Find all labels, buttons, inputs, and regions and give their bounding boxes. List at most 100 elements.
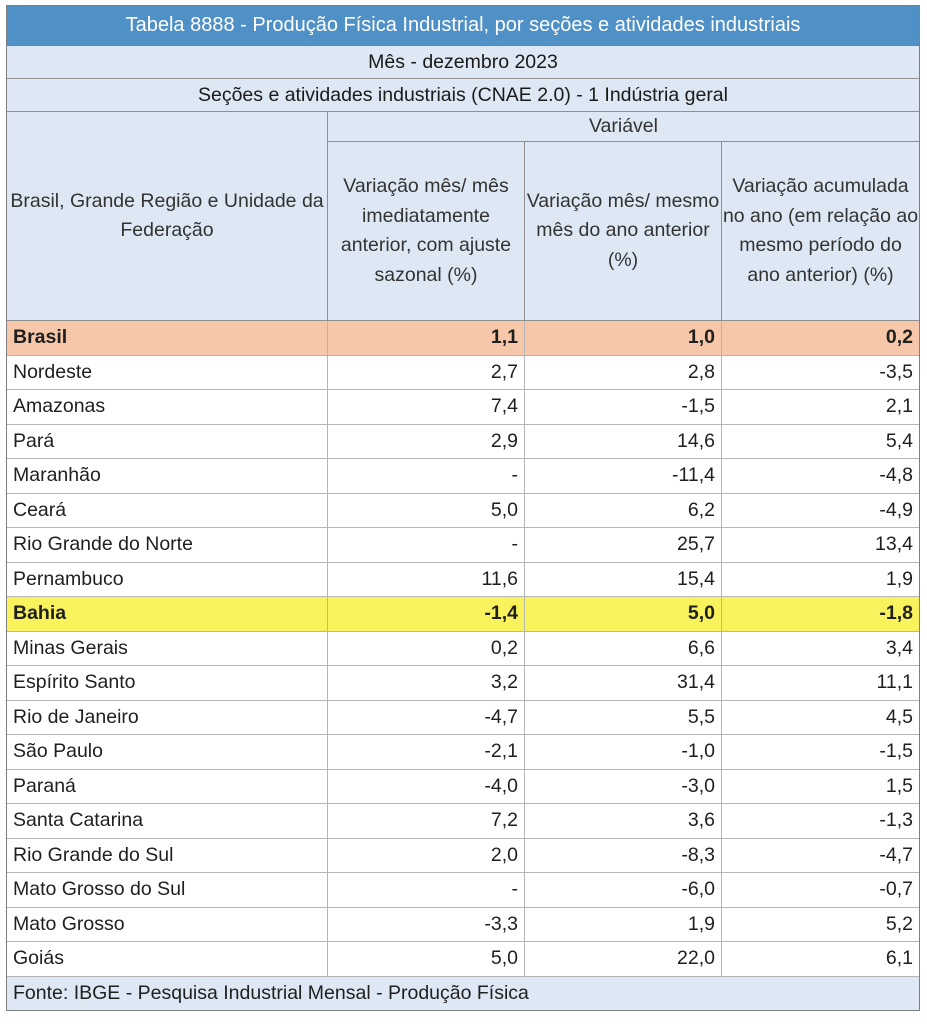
accumulated-cell: 0,2 (885, 326, 913, 349)
accumulated-cell: 3,4 (885, 636, 913, 659)
accumulated-cell: 13,4 (875, 533, 913, 556)
yoy-cell: 1,0 (525, 321, 722, 355)
table-row: Pernambuco 11,6 15,4 1,9 (7, 562, 919, 597)
yoy-cell: 5,5 (525, 700, 722, 734)
region-name-cell: Rio de Janeiro (7, 700, 328, 734)
region-name-cell: Paraná (7, 769, 328, 803)
column-header-accumulated: Variação acumulada no ano (em relação ao… (722, 175, 919, 286)
column-header-monthly-sa: Variação mês/ mês imediatamente anterior… (328, 142, 525, 320)
table-row: Santa Catarina 7,2 3,6 -1,3 (7, 804, 919, 839)
accumulated-cell: -1,8 (879, 602, 913, 625)
table-row: Nordeste 2,7 2,8 -3,5 (7, 355, 919, 390)
yoy-cell: 5,0 (525, 597, 722, 631)
table-row: Mato Grosso do Sul - -6,0 -0,7 (7, 873, 919, 908)
data-table: Tabela 8888 - Produção Física Industrial… (6, 5, 920, 1011)
yoy-cell: 3,6 (525, 804, 722, 838)
yoy-cell: -11,4 (525, 459, 722, 493)
accumulated-cell: -0,7 (879, 878, 913, 901)
table-row: Brasil 1,1 1,0 0,2 (7, 321, 919, 356)
table-title: Tabela 8888 - Produção Física Industrial… (7, 6, 919, 46)
monthly-sa-cell: - (328, 528, 525, 562)
row-header: Brasil, Grande Região e Unidade da Feder… (7, 112, 328, 320)
accumulated-cell: -4,8 (879, 464, 913, 487)
yoy-cell: 25,7 (525, 528, 722, 562)
region-name-cell: Brasil (7, 321, 328, 355)
region-name-cell: Minas Gerais (7, 631, 328, 665)
region-name-cell: Santa Catarina (7, 804, 328, 838)
yoy-cell: -1,0 (525, 735, 722, 769)
monthly-sa-cell: -4,0 (328, 769, 525, 803)
region-name-cell: Bahia (7, 597, 328, 631)
region-name-cell: Mato Grosso do Sul (7, 873, 328, 907)
monthly-sa-cell: 1,1 (328, 321, 525, 355)
table-row: Espírito Santo 3,2 31,4 11,1 (7, 666, 919, 701)
monthly-sa-cell: 5,0 (328, 493, 525, 527)
region-name-cell: Amazonas (7, 390, 328, 424)
accumulated-cell: -1,3 (879, 809, 913, 832)
monthly-sa-cell: - (328, 873, 525, 907)
yoy-cell: -6,0 (525, 873, 722, 907)
accumulated-cell: 4,5 (885, 705, 913, 728)
yoy-cell: -1,5 (525, 390, 722, 424)
table-row: Maranhão - -11,4 -4,8 (7, 459, 919, 494)
yoy-cell: -8,3 (525, 838, 722, 872)
accumulated-cell: 5,2 (885, 912, 913, 935)
monthly-sa-cell: 5,0 (328, 942, 525, 976)
variable-header: Variável (328, 112, 919, 142)
monthly-sa-cell: 3,2 (328, 666, 525, 700)
yoy-cell: 2,8 (525, 355, 722, 389)
monthly-sa-cell: 2,0 (328, 838, 525, 872)
monthly-sa-cell: 11,6 (328, 562, 525, 596)
accumulated-cell: 1,5 (885, 774, 913, 797)
region-name-cell: Pernambuco (7, 562, 328, 596)
region-name-cell: Mato Grosso (7, 907, 328, 941)
yoy-cell: 22,0 (525, 942, 722, 976)
monthly-sa-cell: -3,3 (328, 907, 525, 941)
monthly-sa-cell: 7,4 (328, 390, 525, 424)
monthly-sa-cell: 0,2 (328, 631, 525, 665)
accumulated-cell: -1,5 (879, 740, 913, 763)
yoy-cell: 1,9 (525, 907, 722, 941)
yoy-cell: 6,6 (525, 631, 722, 665)
region-name-cell: Rio Grande do Sul (7, 838, 328, 872)
monthly-sa-cell: 2,9 (328, 424, 525, 458)
accumulated-cell: 11,1 (876, 671, 913, 694)
region-name-cell: Pará (7, 424, 328, 458)
monthly-sa-cell: -2,1 (328, 735, 525, 769)
table-row: Bahia -1,4 5,0 -1,8 (7, 597, 919, 632)
variable-header-group: Variável Variação mês/ mês imediatamente… (328, 112, 919, 320)
column-header-yoy: Variação mês/ mesmo mês do ano anterior … (525, 142, 722, 320)
table-row: São Paulo -2,1 -1,0 -1,5 (7, 735, 919, 770)
yoy-cell: 14,6 (525, 424, 722, 458)
region-name-cell: Espírito Santo (7, 666, 328, 700)
variable-columns: Variação mês/ mês imediatamente anterior… (328, 142, 919, 320)
yoy-cell: 15,4 (525, 562, 722, 596)
table-row: Rio de Janeiro -4,7 5,5 4,5 (7, 700, 919, 735)
accumulated-cell: -4,7 (879, 843, 913, 866)
monthly-sa-cell: -1,4 (328, 597, 525, 631)
accumulated-cell: 2,1 (885, 395, 913, 418)
monthly-sa-cell: 2,7 (328, 355, 525, 389)
yoy-cell: -3,0 (525, 769, 722, 803)
table-row: Amazonas 7,4 -1,5 2,1 (7, 390, 919, 425)
monthly-sa-cell: - (328, 459, 525, 493)
sections-label: Seções e atividades industriais (CNAE 2.… (7, 79, 919, 112)
accumulated-cell: -3,5 (879, 360, 913, 383)
accumulated-cell: 5,4 (885, 429, 913, 452)
month-label: Mês - dezembro 2023 (7, 46, 919, 79)
region-name-cell: Rio Grande do Norte (7, 528, 328, 562)
table-body: Brasil 1,1 1,0 0,2 Nordeste 2,7 2,8 -3,5 Amazona… (7, 321, 919, 977)
region-name-cell: Maranhão (7, 459, 328, 493)
table-row: Rio Grande do Sul 2,0 -8,3 -4,7 (7, 838, 919, 873)
table-row: Ceará 5,0 6,2 -4,9 (7, 493, 919, 528)
region-name-cell: Ceará (7, 493, 328, 527)
table-header: Brasil, Grande Região e Unidade da Feder… (7, 112, 919, 321)
accumulated-cell: 6,1 (885, 947, 913, 970)
region-name-cell: São Paulo (7, 735, 328, 769)
monthly-sa-cell: -4,7 (328, 700, 525, 734)
accumulated-cell: -4,9 (879, 498, 913, 521)
yoy-cell: 31,4 (525, 666, 722, 700)
monthly-sa-cell: 7,2 (328, 804, 525, 838)
table-row: Mato Grosso -3,3 1,9 5,2 (7, 907, 919, 942)
